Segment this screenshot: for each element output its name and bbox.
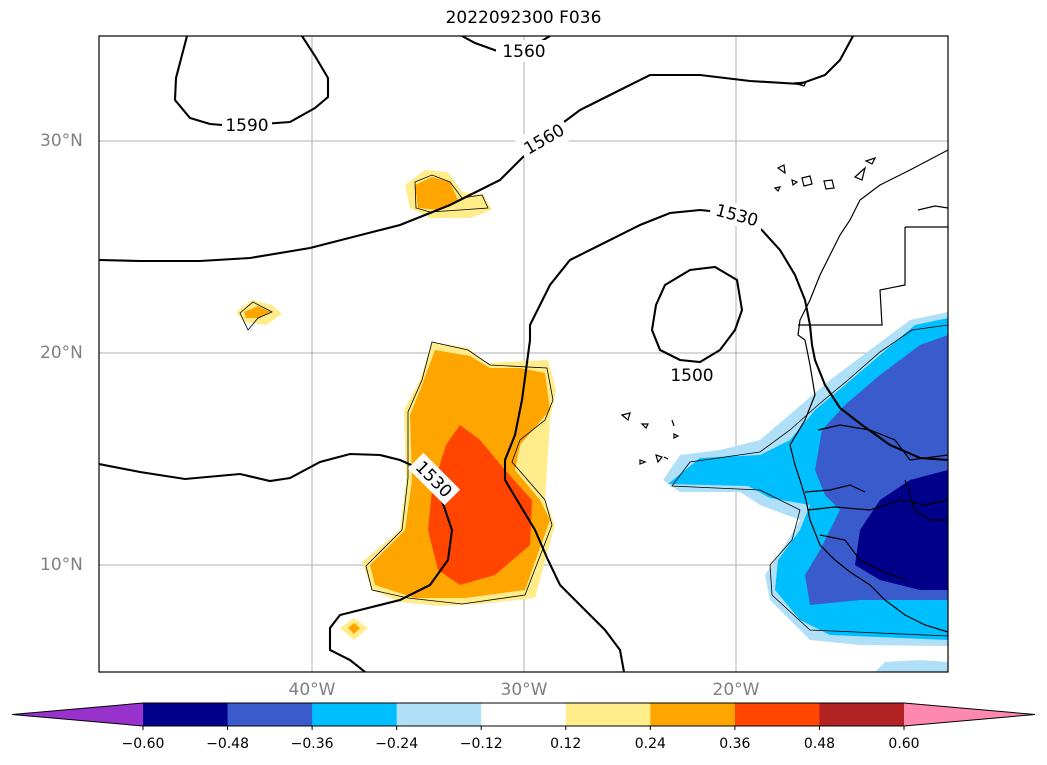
map-title: 2022092300 F036 <box>445 8 602 28</box>
colorbar-tick-label: −0.24 <box>375 736 419 752</box>
contour-1530-trough <box>503 208 948 672</box>
anomaly-outline-contours <box>239 174 948 637</box>
outline-west-blob <box>365 341 554 605</box>
anomaly-negative-darkblue <box>855 470 948 590</box>
anomaly-small-south-orange <box>348 623 360 634</box>
colorbar <box>11 702 1036 730</box>
contour-label-1500: 1500 <box>670 366 713 386</box>
colorbar-segment <box>819 703 905 726</box>
colorbar-segment <box>227 703 313 726</box>
coastlines <box>620 81 948 633</box>
anomaly-positive-red <box>428 425 532 585</box>
border-west-africa-a <box>817 424 948 461</box>
border-west-africa-e <box>904 479 948 521</box>
map-frame <box>98 35 949 673</box>
colorbar-tick-label: −0.36 <box>290 736 334 752</box>
border-west-africa-c <box>807 499 948 511</box>
negative-anomaly-shading <box>663 312 948 672</box>
anomaly-small-northwest-orange <box>415 177 458 210</box>
border-west-africa-d <box>819 534 906 581</box>
anomaly-negative-bottom-right <box>875 660 948 672</box>
map-plot-area: 1590 1560 1560 1530 1500 1530 <box>99 36 948 672</box>
cape-verde-islands <box>620 412 680 465</box>
colorbar-tick-label: 0.48 <box>803 736 836 752</box>
anomaly-small-west-orange <box>244 306 270 318</box>
colorbar-segment <box>396 703 482 726</box>
contour-1500 <box>650 265 744 364</box>
border-west-africa-b <box>804 484 866 493</box>
colorbar-segment <box>565 703 651 726</box>
border-north-b <box>798 227 906 326</box>
lat-tick-label: 20°N <box>40 343 83 363</box>
contour-label-1530-north: 1530 <box>713 201 760 232</box>
outline-northwest-blob <box>414 174 489 213</box>
border-north-c <box>917 205 948 211</box>
contour-label-halos <box>222 40 766 506</box>
colorbar-extend-max <box>904 703 1035 726</box>
colorbar-tick-label: 0.12 <box>550 736 582 752</box>
colorbar-segment <box>734 703 820 726</box>
colorbar-tick-label: 0.60 <box>888 736 920 752</box>
canary-islands <box>773 156 877 193</box>
colorbar-tick-label: −0.60 <box>121 736 165 752</box>
colorbar-tick-label: 0.24 <box>634 736 666 752</box>
colorbar-segment <box>143 703 229 726</box>
contour-label-1590: 1590 <box>225 116 268 136</box>
colorbar-extend-min <box>12 703 143 726</box>
outline-east-region <box>671 324 948 637</box>
lon-tick-label: 40°W <box>288 680 336 700</box>
contour-1560-main <box>99 36 854 263</box>
colorbar-tick-label: −0.48 <box>206 736 249 752</box>
lat-tick-label: 30°N <box>40 131 83 151</box>
lat-tick-label: 10°N <box>40 555 83 575</box>
colorbar-segment <box>481 703 567 726</box>
colorbar-segment <box>312 703 398 726</box>
colorbar-segment <box>650 703 736 726</box>
lon-tick-label: 30°W <box>500 680 548 700</box>
lon-tick-label: 20°W <box>712 680 760 700</box>
contour-label-1560-north: 1560 <box>502 42 545 62</box>
contour-1590 <box>173 36 330 128</box>
outline-west-small <box>239 301 273 331</box>
africa-coast <box>789 149 948 633</box>
colorbar-tick-label: −0.12 <box>459 736 503 752</box>
positive-anomaly-shading <box>236 170 556 640</box>
colorbar-tick-label: 0.36 <box>719 736 751 752</box>
